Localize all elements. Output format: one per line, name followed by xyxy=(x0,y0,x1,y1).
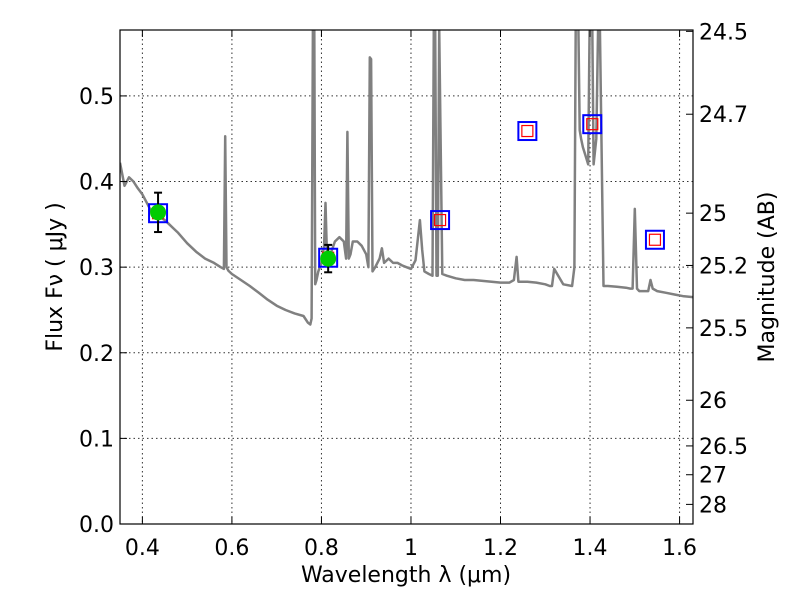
photometry-points xyxy=(148,114,665,274)
y-tick-label: 0.1 xyxy=(79,427,114,452)
x-tick-label: 1.6 xyxy=(662,536,697,561)
y-tick-label: 0.0 xyxy=(79,513,114,538)
axis-ticks: 0.4 0.6 0.8 1 1.2 1.4 1.6 0.0 0.1 0.2 0.3 0.4 0.5 24.… xyxy=(79,20,748,561)
y2-tick-label: 26 xyxy=(699,389,727,414)
spectrum-line xyxy=(120,30,693,326)
y-tick-label: 0.5 xyxy=(79,85,114,110)
y-tick-label: 0.3 xyxy=(79,256,114,281)
spectrum-series xyxy=(120,30,693,326)
y2-tick-label: 25 xyxy=(699,202,727,227)
y2-tick-label: 24.5 xyxy=(699,20,748,45)
model-point-inner xyxy=(586,118,599,131)
model-point-inner xyxy=(648,233,662,246)
y-tick-label: 0.4 xyxy=(79,171,114,196)
model-point-inner xyxy=(521,124,534,138)
y2-tick-label: 25.5 xyxy=(699,317,748,342)
x-tick-label: 1.2 xyxy=(483,536,518,561)
x-axis-title: Wavelength λ (μm) xyxy=(301,563,511,588)
model-point-box xyxy=(517,121,538,142)
model-point-box xyxy=(430,210,451,231)
detection-marker xyxy=(150,204,167,221)
model-point-box xyxy=(644,229,665,250)
x-tick-label: 1 xyxy=(404,536,418,561)
y2-tick-label: 28 xyxy=(699,493,727,518)
model-point-inner xyxy=(433,213,447,227)
y2-tick-label: 27 xyxy=(699,464,727,489)
grid-lines xyxy=(120,30,693,525)
x-tick-label: 0.6 xyxy=(214,536,249,561)
x-tick-label: 1.4 xyxy=(573,536,608,561)
y2-axis-title: Magnitude (AB) xyxy=(755,192,780,363)
y-tick-label: 0.2 xyxy=(79,342,114,367)
y2-tick-label: 25.2 xyxy=(699,254,748,279)
detection-marker xyxy=(320,250,337,267)
y2-tick-label: 24.7 xyxy=(699,103,748,128)
x-tick-label: 0.8 xyxy=(304,536,339,561)
y-axis-title: Flux Fν ( μJy ) xyxy=(43,202,68,351)
x-tick-label: 0.4 xyxy=(125,536,160,561)
model-point-box xyxy=(582,114,603,135)
y2-tick-label: 26.5 xyxy=(699,435,748,460)
plot-frame xyxy=(119,29,694,525)
